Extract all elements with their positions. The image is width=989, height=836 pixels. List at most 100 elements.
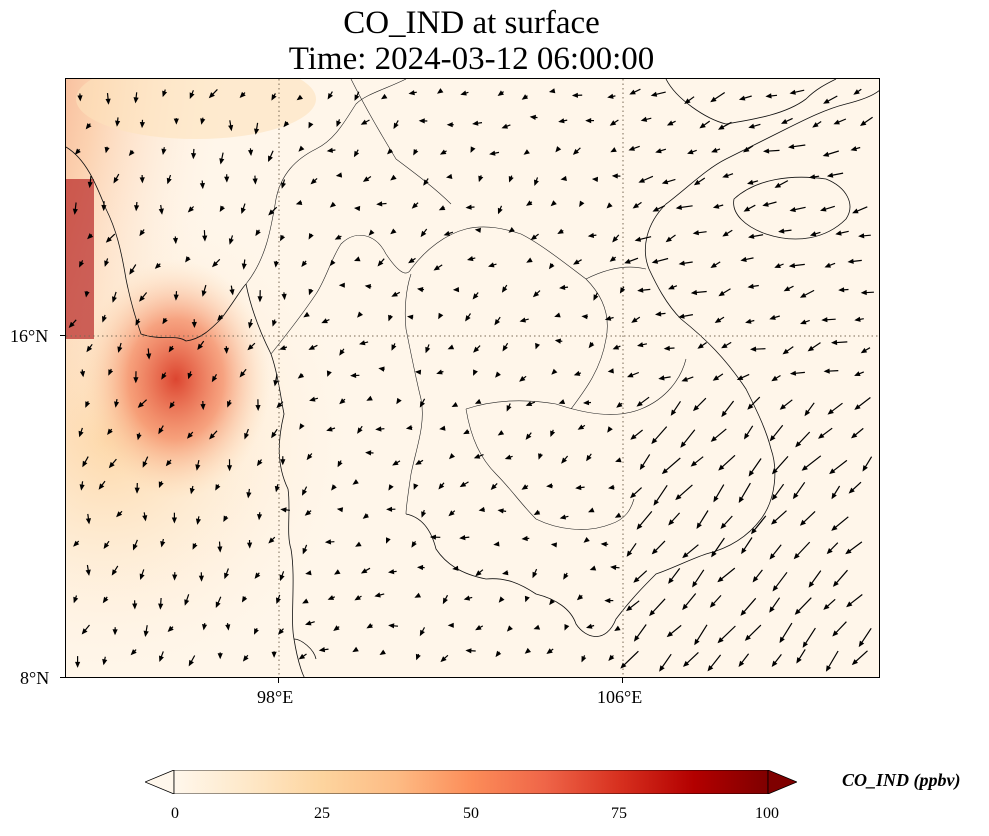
wind-vector-arrowhead [87, 181, 93, 189]
wind-vector-arrowhead [248, 149, 254, 156]
wind-vector-arrowhead [139, 229, 145, 237]
wind-vector-arrowhead [132, 603, 138, 610]
wind-vector-arrowhead [268, 537, 275, 544]
wind-vector-arrowhead [829, 468, 836, 475]
wind-vector-arrowhead [833, 119, 840, 125]
wind-vector-arrowhead [439, 425, 446, 431]
map-plot-area [65, 78, 880, 678]
wind-vector-arrowhead [302, 547, 308, 555]
wind-vector-arrowhead [162, 90, 168, 98]
wind-vector-arrowhead [801, 465, 808, 471]
wind-vector-arrowhead [200, 118, 206, 125]
wind-vector-arrowhead [302, 598, 309, 604]
wind-vector-arrowhead [413, 149, 419, 156]
wind-vector-arrowhead [318, 647, 326, 653]
wind-vector-arrowhead [326, 426, 333, 432]
wind-vector-arrowhead [459, 481, 467, 488]
wind-vector-arrowhead [198, 575, 204, 582]
wind-vector-arrowhead [845, 548, 852, 555]
map-title: CO_IND at surface [343, 5, 600, 41]
wind-vector-arrowhead [75, 661, 81, 668]
wind-vector-arrowhead [692, 230, 699, 236]
wind-vector-arrowhead [440, 656, 447, 663]
wind-vector-arrowhead [278, 628, 284, 635]
wind-vector-arrowhead [835, 230, 842, 236]
wind-vector-arrowhead [166, 177, 172, 185]
wind-vector-arrowhead [467, 256, 474, 262]
wind-vector-arrowhead [393, 122, 399, 130]
wind-vector-arrowhead [79, 484, 85, 491]
wind-vector-arrowhead [710, 96, 717, 103]
wind-vector-arrowhead [417, 287, 424, 293]
wind-vector-arrowhead [87, 233, 94, 240]
wind-vector-arrowhead [115, 120, 121, 127]
wind-vector-arrowhead [670, 409, 677, 416]
wind-vector-arrowhead [188, 659, 194, 667]
wind-vector-arrowhead [215, 601, 221, 608]
wind-vector-arrowhead [449, 453, 455, 460]
wind-vector-arrowhead [583, 400, 590, 406]
wind-vector-arrowhead [388, 623, 395, 629]
wind-vector-arrowhead [337, 460, 343, 468]
wind-vector-arrowhead [443, 230, 451, 236]
wind-vector-arrowhead [533, 624, 541, 630]
wind-vector-arrowhead [750, 346, 757, 352]
wind-vector-arrowhead [744, 433, 750, 440]
wind-vector-arrowhead [279, 574, 285, 582]
wind-vector-arrowhead [364, 284, 371, 290]
wind-vector-arrowhead [526, 257, 533, 263]
wind-vector-arrowhead [102, 596, 109, 604]
wind-vector-arrowhead [554, 338, 561, 344]
wind-vector-arrowhead [655, 148, 662, 154]
wind-vector-arrowhead [550, 200, 557, 207]
wind-vectors [68, 88, 874, 672]
wind-vector-arrowhead [283, 120, 290, 128]
wind-vector-arrowhead [712, 203, 720, 209]
wind-vector-arrowhead [438, 312, 444, 320]
wind-vector-arrowhead [376, 201, 383, 207]
wind-vector-arrowhead [129, 268, 135, 275]
wind-vector-arrowhead [611, 173, 618, 179]
wind-vector-arrowhead [526, 200, 533, 206]
wind-vector-arrowhead [525, 401, 533, 406]
wind-vector-arrowhead [826, 548, 833, 555]
wind-vector-arrowhead [794, 608, 801, 615]
wind-vector-arrowhead [709, 601, 716, 608]
wind-vector-arrowhead [105, 98, 111, 105]
wind-vector-arrowhead [655, 311, 662, 317]
wind-vector-arrowhead [659, 665, 665, 672]
wind-vector-arrowhead [769, 435, 776, 442]
wind-vector-arrowhead [273, 261, 279, 268]
wind-vector-arrowhead [154, 262, 161, 269]
wind-vector-arrowhead [529, 114, 536, 120]
wind-vector-arrowhead [848, 487, 855, 494]
wind-vector-arrowhead [497, 90, 504, 96]
wind-vector-arrowhead [577, 424, 585, 430]
wind-vector-arrowhead [408, 257, 415, 264]
wind-vector-arrowhead [820, 206, 827, 212]
co-plume-secondary [81, 259, 271, 499]
wind-vector-arrowhead [473, 346, 480, 353]
wind-vector-arrowhead [228, 238, 234, 245]
wind-vector-arrowhead [215, 484, 221, 491]
wind-vector-arrowhead [610, 564, 617, 571]
wind-vector-arrowhead [771, 494, 778, 501]
wind-vector-arrowhead [326, 147, 333, 153]
wind-vector-arrowhead [633, 576, 640, 583]
co-peak-strip [66, 179, 94, 339]
wind-vector-arrowhead [390, 174, 397, 181]
wind-vector-arrowhead [217, 653, 223, 660]
wind-vector-arrowhead [576, 594, 584, 601]
wind-vector-arrowhead [490, 483, 497, 490]
wind-vector-arrowhead [239, 371, 246, 378]
wind-vector-arrowhead [189, 92, 195, 99]
wind-vector-arrowhead [812, 122, 819, 128]
wind-vector-arrowhead [246, 492, 252, 499]
wind-vector-arrowhead [187, 432, 193, 439]
wind-vector-arrowhead [508, 227, 515, 233]
wind-vector-arrowhead [421, 511, 427, 518]
wind-vector-arrowhead [649, 609, 656, 617]
wind-vector-arrowhead [832, 630, 839, 637]
wind-vector-arrowhead [77, 95, 83, 102]
wind-vector-arrowhead [81, 628, 88, 635]
